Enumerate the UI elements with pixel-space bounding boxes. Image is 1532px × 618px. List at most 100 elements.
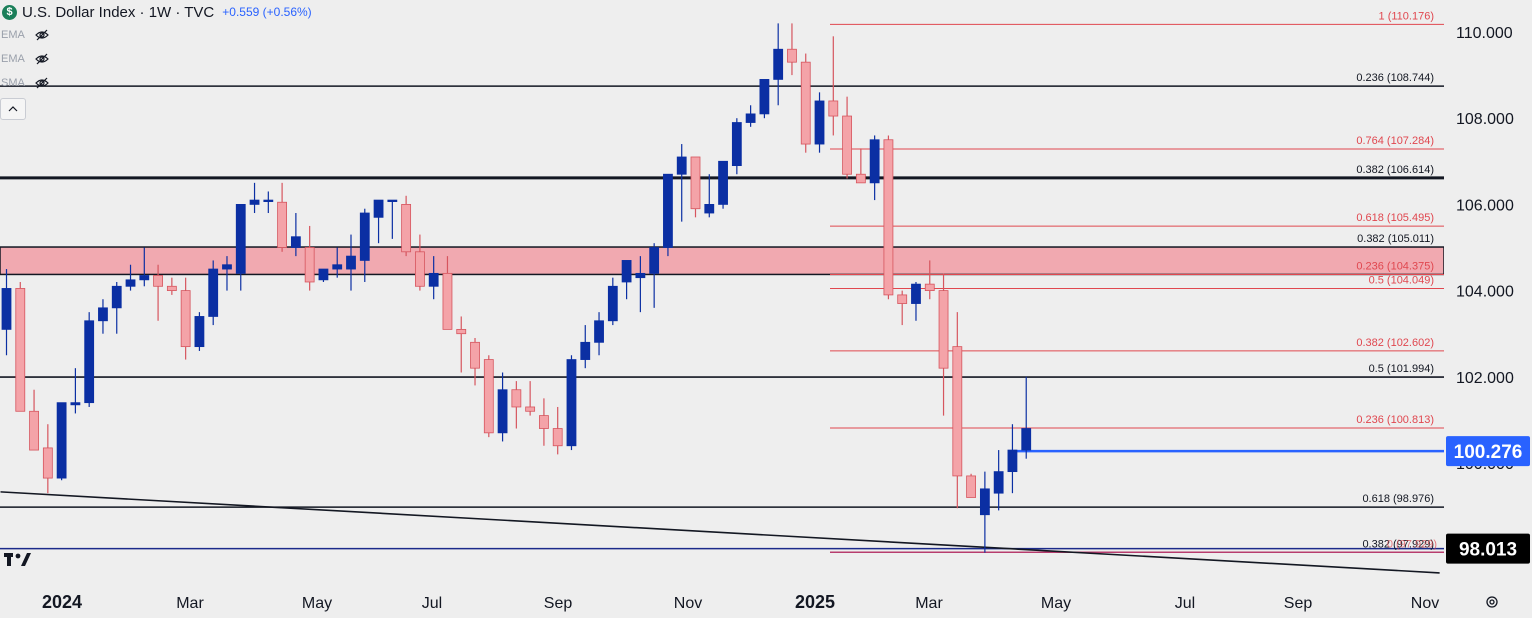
time-axis: 2024 Mar May Jul Sep Nov 2025 Mar May Jul Sep Nov: [42, 592, 1439, 612]
candle-up: [580, 341, 591, 360]
candle-down: [952, 346, 963, 477]
price-tag-label: 98.013: [1459, 540, 1517, 561]
fib-label: 0.764 (107.284): [1356, 135, 1434, 147]
time-tick-label: Nov: [674, 595, 702, 612]
candle-up: [607, 285, 618, 322]
candle-up: [773, 48, 784, 80]
fib-label: 0.236 (100.813): [1356, 414, 1434, 426]
fib-label: 0.382 (102.602): [1356, 337, 1434, 349]
candle-down: [304, 247, 315, 283]
time-tick-label: Jul: [422, 595, 442, 612]
price-tags-layer: 100.276 98.013: [1446, 436, 1530, 564]
fib-label: 0.382 (105.011): [1357, 233, 1434, 245]
chevron-up-icon: [8, 106, 18, 112]
price-tag-bg: [1446, 533, 1530, 564]
fib-label: 0.236 (108.744): [1356, 72, 1434, 84]
candle-down: [552, 428, 563, 447]
candles-layer: [1, 23, 1032, 553]
time-tick-label: Nov: [1411, 595, 1439, 612]
indicator-label: EMA: [1, 29, 25, 41]
price-tick-label: 108.000: [1456, 111, 1514, 128]
candle-down: [42, 447, 53, 479]
tradingview-logo-icon[interactable]: [4, 551, 38, 572]
candle-down: [456, 328, 467, 335]
time-tick-label: Sep: [544, 595, 573, 612]
candle-up: [428, 272, 439, 287]
price-tick-label: 106.000: [1456, 197, 1514, 214]
candle-up: [759, 79, 770, 115]
candle-down: [842, 115, 852, 175]
candle-up: [346, 255, 356, 270]
eye-off-icon[interactable]: [34, 52, 49, 66]
candle-down: [897, 294, 908, 304]
symbol-title-row[interactable]: $ U.S. Dollar Index · 1W · TVC +0.559 (+…: [2, 3, 312, 21]
candle-down: [855, 173, 866, 184]
candle-down: [511, 389, 522, 408]
candle-up: [676, 156, 687, 175]
candle-up: [1, 288, 12, 330]
fib-label: 0.236 (104.375): [1356, 260, 1434, 272]
collapse-legend-button[interactable]: [0, 98, 26, 120]
candle-up: [387, 199, 398, 202]
price-tick-label: 102.000: [1456, 370, 1514, 387]
candle-up: [235, 203, 246, 274]
candle-up: [731, 122, 742, 167]
candle-up: [621, 260, 632, 283]
eye-off-icon[interactable]: [34, 28, 49, 42]
candle-up: [566, 359, 577, 447]
candle-up: [332, 264, 343, 270]
candle-up: [373, 199, 384, 218]
candle-up: [359, 212, 370, 261]
candle-up: [139, 275, 150, 281]
candle-down: [966, 475, 976, 498]
indicator-label: EMA: [1, 53, 25, 65]
symbol-title[interactable]: U.S. Dollar Index · 1W · TVC: [22, 3, 215, 21]
candle-down: [800, 61, 811, 145]
candle-down: [166, 285, 177, 292]
indicator-row[interactable]: SMA: [1, 75, 49, 91]
time-tick-label: Jul: [1175, 595, 1195, 612]
candle-down: [470, 341, 480, 369]
time-tick-label: 2025: [795, 592, 835, 612]
candle-up: [1021, 428, 1032, 451]
candle-up: [249, 199, 260, 205]
candle-down: [787, 48, 797, 63]
indicator-row[interactable]: EMA: [1, 27, 49, 43]
fib-label: 0.382 (106.614): [1356, 164, 1434, 176]
candle-up: [318, 268, 329, 281]
candle-up: [111, 285, 122, 309]
candle-up: [222, 264, 232, 270]
eye-off-icon[interactable]: [34, 76, 49, 90]
indicator-row[interactable]: EMA: [1, 51, 49, 67]
candle-down: [442, 272, 453, 330]
dollar-logo-icon: $: [2, 4, 17, 20]
candle-up: [704, 203, 715, 214]
settings-icon[interactable]: [1484, 594, 1500, 610]
candle-up: [663, 173, 673, 248]
candle-up: [635, 272, 646, 279]
fib-label: 0.618 (98.976): [1362, 493, 1434, 505]
candle-down: [924, 283, 935, 292]
candle-down: [938, 290, 949, 369]
candle-up: [125, 279, 136, 287]
candle-down: [483, 359, 494, 434]
candle-up: [594, 320, 604, 343]
candle-up: [84, 320, 95, 404]
fib-label: 1 (110.176): [1379, 10, 1434, 22]
candle-up: [814, 100, 825, 145]
candle-up: [718, 160, 728, 205]
price-tag-bg: [1446, 436, 1530, 467]
indicator-label: SMA: [1, 77, 25, 89]
fib-label: 0 (97.929): [1387, 538, 1437, 550]
candle-down: [153, 275, 163, 287]
candle-down: [180, 290, 191, 348]
price-tick-label: 104.000: [1456, 284, 1514, 301]
time-tick-label: Sep: [1284, 595, 1313, 612]
candle-down: [539, 415, 549, 429]
candle-down: [690, 156, 701, 210]
candle-up: [869, 139, 880, 184]
candle-down: [277, 201, 288, 248]
candle-down: [29, 410, 39, 451]
candle-down: [414, 251, 425, 287]
